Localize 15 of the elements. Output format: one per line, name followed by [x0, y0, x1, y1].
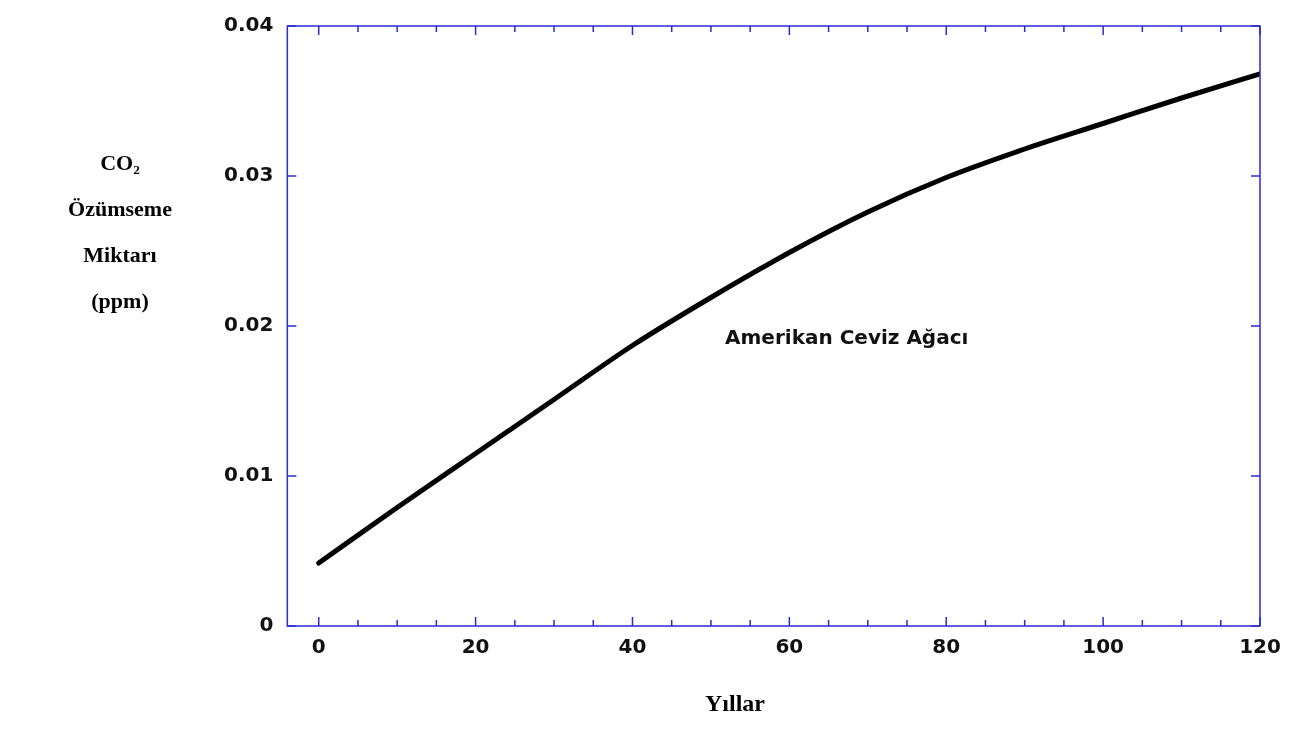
x-tick-label: 20 [461, 634, 490, 659]
x-tick-label: 60 [775, 634, 804, 659]
series-label: Amerikan Ceviz Ağacı [725, 325, 969, 349]
y-tick-label: 0 [259, 612, 274, 637]
y-axis-title: CO₂ Özümseme Miktarı (ppm) [67, 149, 173, 315]
y-tick-label: 0.03 [223, 162, 274, 187]
x-tick-label: 80 [932, 634, 961, 659]
x-tick-label: 0 [311, 634, 326, 659]
y-tick-label: 0.04 [223, 12, 274, 37]
y-tick-label: 0.01 [223, 462, 274, 487]
y-tick-label: 0.02 [223, 312, 274, 337]
x-tick-label: 120 [1239, 634, 1281, 659]
x-tick-label: 40 [618, 634, 647, 659]
x-tick-label: 100 [1082, 634, 1124, 659]
x-axis-title: Yıllar [704, 690, 766, 717]
